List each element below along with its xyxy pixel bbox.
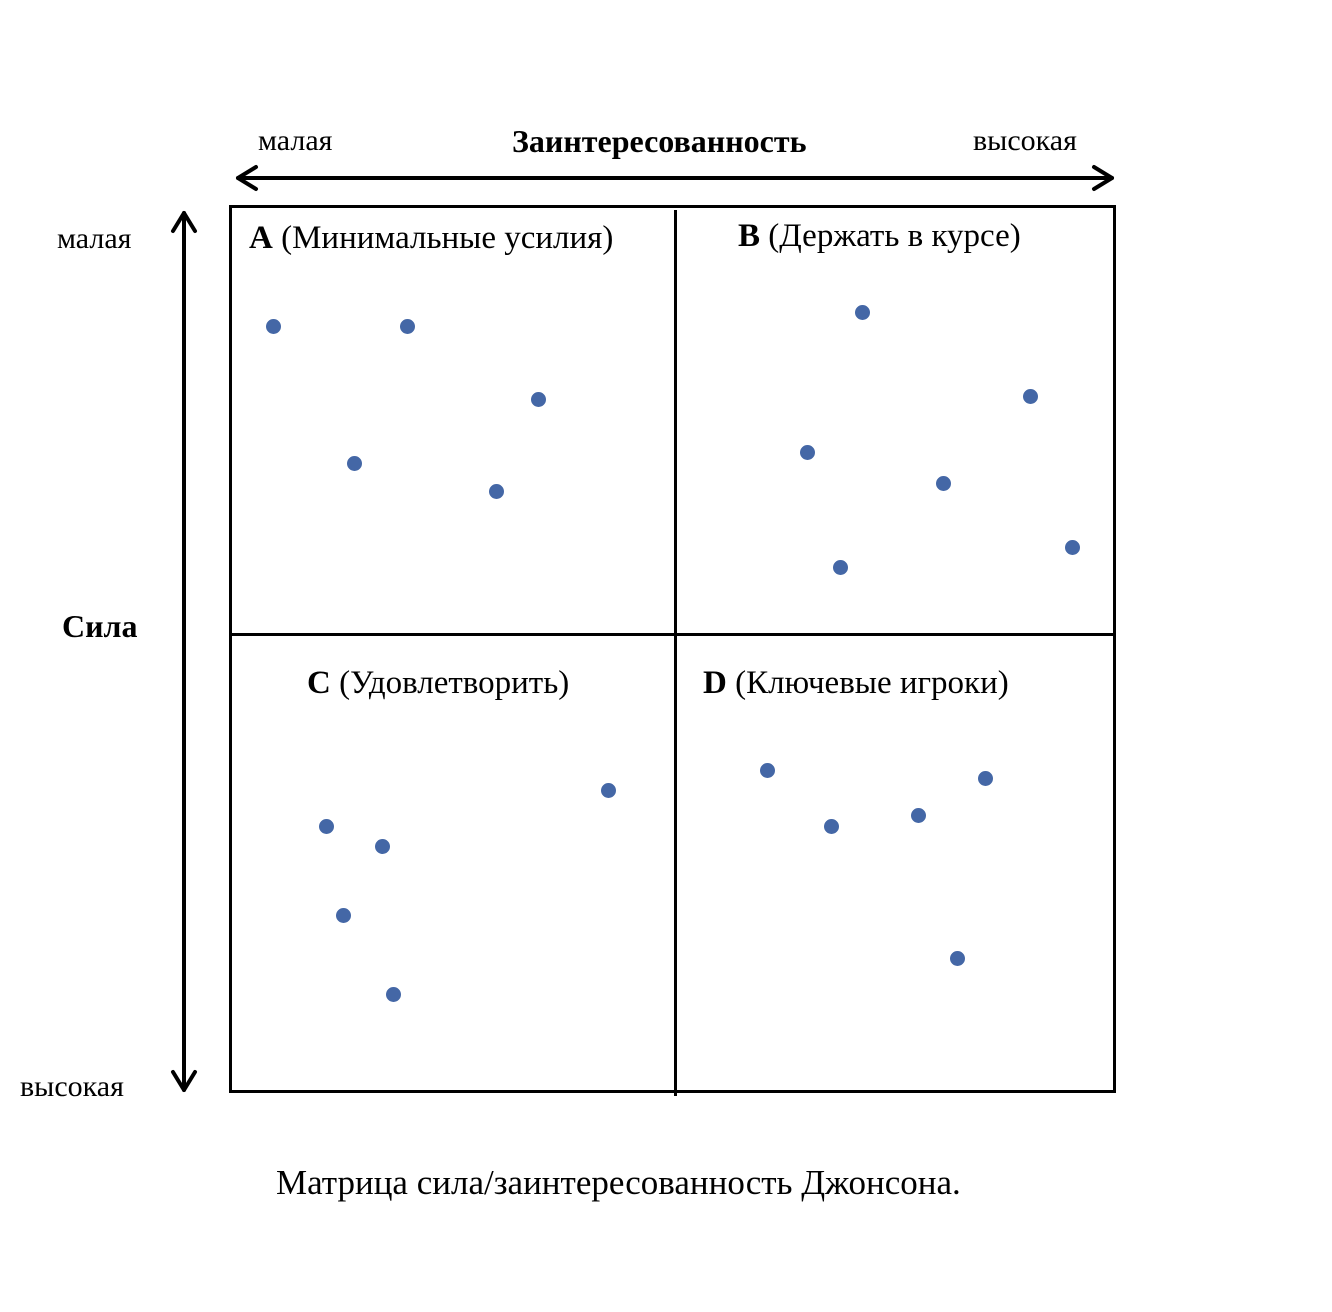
y-axis-high-label: высокая	[20, 1070, 124, 1103]
x-axis-high-label: высокая	[973, 124, 1077, 157]
quadrant-c-point	[374, 838, 390, 854]
quadrant-b-point	[799, 444, 815, 460]
quadrant-d-point	[759, 762, 775, 778]
quadrant-d-name: (Ключевые игроки)	[735, 665, 1009, 701]
quadrant-a-point	[346, 455, 362, 471]
vertical-divider	[674, 210, 677, 1096]
quadrant-d-point	[823, 818, 839, 834]
quadrant-b-label: B (Держать в курсе)	[738, 218, 1021, 255]
x-axis-low-label: малая	[258, 124, 333, 157]
y-axis-arrow	[171, 211, 197, 1092]
quadrant-d-label: D (Ключевые игроки)	[703, 665, 1009, 702]
quadrant-c-point	[600, 782, 616, 798]
matrix-frame	[229, 205, 1116, 1093]
quadrant-c-point	[335, 907, 351, 923]
quadrant-a-letter: A	[249, 220, 273, 256]
quadrant-b-letter: B	[738, 218, 761, 254]
quadrant-a-point	[399, 318, 415, 334]
quadrant-a-point	[530, 391, 546, 407]
quadrant-c-point	[318, 818, 334, 834]
quadrant-b-point	[854, 304, 870, 320]
quadrant-a-name: (Минимальные усилия)	[281, 220, 614, 256]
quadrant-c-name: (Удовлетворить)	[339, 665, 570, 701]
quadrant-b-point	[1022, 388, 1038, 404]
quadrant-a-point	[488, 483, 504, 499]
quadrant-b-point	[1064, 539, 1080, 555]
quadrant-c-letter: C	[307, 665, 331, 701]
quadrant-b-point	[935, 475, 951, 491]
quadrant-d-point	[949, 950, 965, 966]
horizontal-divider	[231, 633, 1114, 636]
x-axis-arrow	[236, 165, 1114, 191]
y-axis-title: Сила	[62, 608, 138, 644]
y-axis-low-label: малая	[57, 222, 132, 255]
quadrant-d-point	[910, 807, 926, 823]
x-axis-title: Заинтересованность	[512, 123, 807, 159]
quadrant-a-point	[265, 318, 281, 334]
quadrant-c-point	[385, 986, 401, 1002]
quadrant-b-point	[832, 559, 848, 575]
quadrant-c-label: C (Удовлетворить)	[307, 665, 569, 702]
quadrant-a-label: A (Минимальные усилия)	[249, 220, 613, 257]
quadrant-d-point	[977, 770, 993, 786]
quadrant-b-name: (Держать в курсе)	[768, 218, 1021, 254]
figure-caption: Матрица сила/заинтересованность Джонсона…	[276, 1163, 961, 1202]
quadrant-d-letter: D	[703, 665, 727, 701]
